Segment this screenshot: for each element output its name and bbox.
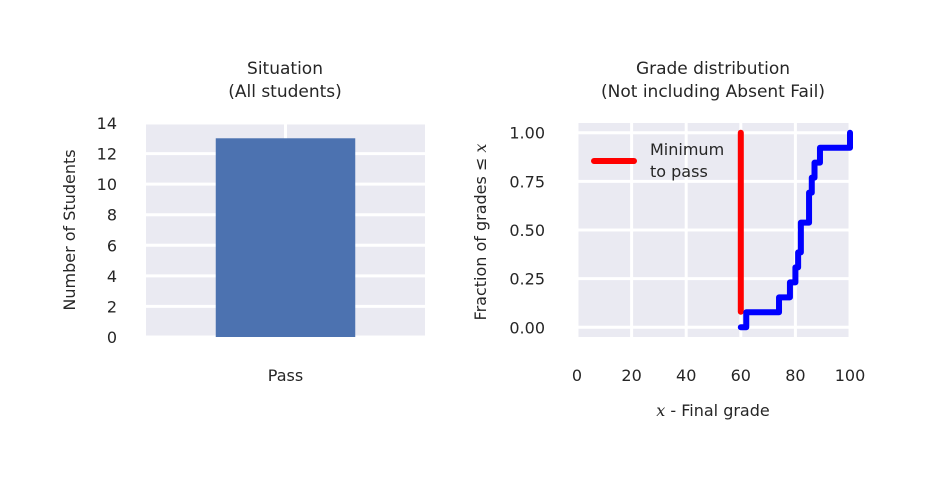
grade-y-tick-label: 0.00	[509, 318, 545, 337]
situation-title: Situation	[247, 59, 323, 79]
situation-y-label: Number of Students	[60, 149, 79, 310]
situation-subtitle: (All students)	[228, 82, 342, 102]
situation-y-tick-label: 8	[107, 206, 117, 225]
grade-y-ticks: 0.00 0.25 0.50 0.75 1.00	[509, 124, 545, 338]
grade-x-tick-label: 40	[676, 366, 696, 385]
grade-series	[737, 129, 853, 331]
grade-x-tick-label: 100	[835, 366, 866, 385]
grade-y-label-text: Fraction of grades ≤	[471, 153, 490, 321]
grade-title: Grade distribution	[636, 59, 790, 79]
grade-y-tick-label: 0.25	[509, 270, 545, 289]
grade-x-tick-label: 0	[572, 366, 582, 385]
situation-y-tick-label: 2	[107, 297, 117, 316]
legend-label-line: Minimum	[650, 140, 724, 159]
grade-cdf-line	[737, 129, 853, 331]
situation-y-ticks: 0 2 4 6 8 10 12 14	[97, 114, 117, 347]
situation-y-tick-label: 4	[107, 267, 117, 286]
grade-distribution-chart: 0.00 0.25 0.50 0.75 1.00 0 20 40 60 80 100 Grade …	[471, 59, 865, 420]
grade-y-tick-label: 1.00	[509, 124, 545, 143]
situation-y-tick-label: 6	[107, 236, 117, 255]
grade-x-tick-label: 80	[785, 366, 805, 385]
grade-x-tick-label: 20	[621, 366, 641, 385]
grade-y-label-math: x	[471, 144, 490, 153]
grade-x-label-math: x	[656, 401, 665, 420]
legend-label-line: to pass	[650, 162, 708, 181]
situation-chart: 0 2 4 6 8 10 12 14 Pass Situation (All students…	[60, 59, 425, 385]
situation-y-tick-label: 12	[97, 145, 117, 164]
situation-bar	[215, 138, 356, 337]
grade-x-label-text: - Final grade	[665, 401, 769, 420]
grade-y-tick-label: 0.75	[509, 172, 545, 191]
grade-x-tick-label: 60	[731, 366, 751, 385]
grade-x-ticks: 0 20 40 60 80 100	[572, 366, 865, 385]
situation-y-tick-label: 14	[97, 114, 117, 133]
situation-bars	[215, 138, 356, 337]
situation-y-tick-label: 10	[97, 175, 117, 194]
grade-x-label: x - Final grade	[656, 401, 769, 420]
grade-y-tick-label: 0.50	[509, 221, 545, 240]
situation-x-tick-label: Pass	[268, 366, 303, 385]
grade-subtitle: (Not including Absent Fail)	[601, 82, 825, 102]
situation-x-ticks: Pass	[268, 366, 303, 385]
grade-legend: Minimum to pass	[591, 140, 724, 181]
grade-y-label: Fraction of grades ≤ x	[471, 144, 490, 321]
situation-y-tick-label: 0	[107, 328, 117, 347]
